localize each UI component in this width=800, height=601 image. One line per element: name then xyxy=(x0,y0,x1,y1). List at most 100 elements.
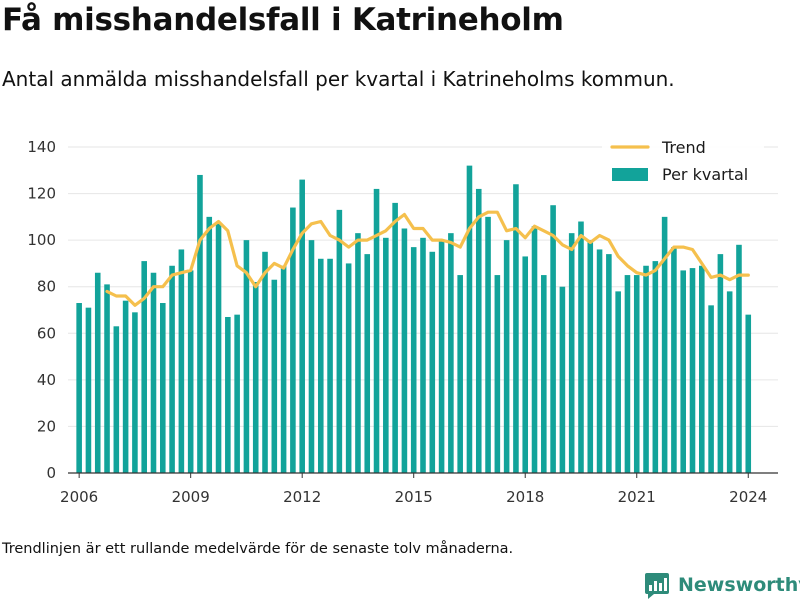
bar xyxy=(550,205,556,473)
bar xyxy=(262,251,268,473)
bar xyxy=(541,275,547,473)
bar xyxy=(522,256,529,473)
bar xyxy=(141,261,147,473)
bar xyxy=(680,270,686,473)
bar xyxy=(345,263,352,473)
bar xyxy=(317,258,324,473)
bar xyxy=(383,237,389,473)
bar xyxy=(364,254,371,473)
footnote: Trendlinjen är ett rullande medelvärde f… xyxy=(2,541,514,557)
bar xyxy=(197,174,203,473)
bar xyxy=(448,233,454,473)
brand-name: Newsworthy xyxy=(678,574,800,596)
bar xyxy=(271,279,278,473)
legend-bars-label: Per kvartal xyxy=(662,165,748,184)
bar xyxy=(290,207,296,474)
bar xyxy=(633,275,640,473)
bar xyxy=(327,258,333,473)
legend-trend-label: Trend xyxy=(661,138,706,157)
bar xyxy=(568,233,575,473)
bar xyxy=(243,240,250,473)
bar xyxy=(122,300,129,473)
x-tick-label: 2021 xyxy=(618,488,656,506)
x-tick-label: 2012 xyxy=(283,488,321,506)
bar xyxy=(85,307,92,473)
bar xyxy=(485,216,491,473)
bar xyxy=(438,240,445,473)
bar xyxy=(643,265,649,473)
bar xyxy=(615,291,621,473)
bar xyxy=(475,188,482,473)
x-tick-label: 2015 xyxy=(395,488,433,506)
bar xyxy=(420,237,426,473)
page-subtitle: Antal anmälda misshandelsfall per kvarta… xyxy=(2,67,675,91)
x-tick-label: 2024 xyxy=(729,488,767,506)
bar xyxy=(104,284,110,473)
y-tick-label: 80 xyxy=(37,278,56,296)
bar xyxy=(178,249,185,473)
bar xyxy=(113,326,120,473)
bar xyxy=(225,316,231,473)
bar xyxy=(745,314,752,473)
bar xyxy=(587,240,594,473)
bar xyxy=(578,221,584,473)
y-tick-label: 40 xyxy=(37,371,56,389)
bar xyxy=(234,314,240,473)
bar xyxy=(429,251,436,473)
bar xyxy=(513,184,519,473)
legend: Trend Per kvartal xyxy=(602,134,764,190)
bar xyxy=(252,282,259,473)
legend-bars-swatch xyxy=(612,168,648,181)
bar xyxy=(280,265,287,473)
bar xyxy=(596,249,603,473)
bar xyxy=(736,244,742,473)
bar xyxy=(699,265,705,473)
bar xyxy=(355,233,361,473)
bar xyxy=(76,303,82,473)
bar xyxy=(494,275,501,473)
bar xyxy=(373,188,380,473)
axis-layer: 0 20 40 60 80 100 120 140 2006 2009 2012 2015 2018 20… xyxy=(27,138,778,506)
bar xyxy=(503,240,510,473)
bar xyxy=(150,272,157,473)
x-tick-label: 2018 xyxy=(506,488,544,506)
bar xyxy=(160,303,166,473)
bar xyxy=(671,247,677,473)
bar xyxy=(717,254,724,473)
bar xyxy=(457,275,463,473)
y-tick-label: 60 xyxy=(37,324,56,342)
bar xyxy=(94,272,101,473)
bar xyxy=(132,312,138,473)
x-tick-label: 2009 xyxy=(172,488,210,506)
bar xyxy=(187,270,194,473)
bar xyxy=(215,223,222,473)
trend-layer xyxy=(105,210,750,307)
brand-logo: Newsworthy xyxy=(644,569,800,601)
y-tick-label: 20 xyxy=(37,417,56,435)
y-tick-label: 120 xyxy=(27,185,56,203)
bar xyxy=(661,216,668,473)
bar xyxy=(466,165,473,473)
bar xyxy=(410,247,417,473)
bar xyxy=(392,202,398,473)
bar xyxy=(169,265,175,473)
bar xyxy=(708,305,714,473)
bar xyxy=(559,286,566,473)
newsworthy-logo-icon xyxy=(645,573,669,599)
bar xyxy=(606,254,612,473)
bar xyxy=(689,268,696,473)
page-title: Få misshandelsfall i Katrineholm xyxy=(2,2,564,38)
bar xyxy=(531,226,538,473)
bar xyxy=(206,216,213,473)
bar xyxy=(299,179,305,473)
y-tick-label: 140 xyxy=(27,138,56,156)
x-tick-label: 2006 xyxy=(60,488,98,506)
bar xyxy=(726,291,733,473)
trend-line xyxy=(105,210,750,307)
bar xyxy=(308,240,315,473)
y-tick-label: 0 xyxy=(46,464,56,482)
bar xyxy=(336,209,343,473)
bars-layer xyxy=(76,165,752,474)
bar xyxy=(624,275,631,473)
